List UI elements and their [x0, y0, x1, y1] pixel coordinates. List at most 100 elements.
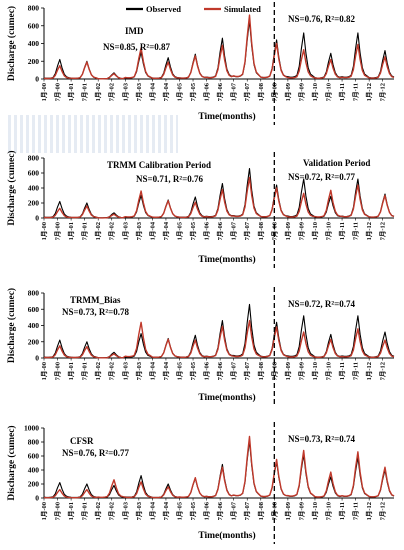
x-tick-label: 7月-10 [325, 362, 333, 380]
x-tick-label: 1月-02 [94, 502, 102, 520]
y-tick-label: 600 [28, 452, 40, 461]
y-tick-label: 200 [28, 57, 40, 66]
x-tick-label: 7月-08 [270, 221, 278, 240]
x-tick-label: 7月-02 [108, 222, 116, 240]
stats-validation: NS=0.72, R²=0.74 [288, 299, 355, 309]
x-tick-label: 1月-09 [284, 361, 292, 380]
x-tick-label: 1月-12 [365, 222, 373, 240]
chart-panel-3: 0 200 400 600 800 1月-00 7月-00 1月-01 7月-01 1月-02 7月… [6, 287, 395, 406]
x-tick-label: 1月-06 [203, 361, 211, 380]
y-tick-label: 600 [28, 21, 40, 30]
x-tick-label: 1月-11 [338, 362, 346, 380]
legend-label-simulated: Simulated [224, 4, 261, 14]
y-axis-title: Discharge (cumec) [6, 6, 17, 81]
x-tick-label: 1月-08 [257, 501, 265, 520]
x-tick-label: 1月-11 [338, 83, 346, 101]
x-tick-label: 1月-03 [121, 82, 129, 101]
x-tick-label: 7月-03 [135, 82, 143, 101]
x-tick-label: 1月-04 [148, 361, 156, 380]
x-tick-label: 1月-05 [175, 221, 183, 240]
x-tick-label: 7月-03 [135, 501, 143, 520]
x-tick-label: 7月-01 [81, 83, 89, 101]
x-tick-label: 7月-09 [297, 501, 305, 520]
y-tick-label: 200 [28, 337, 40, 346]
y-tick-label: 400 [28, 466, 40, 475]
x-tick-label: 1月-02 [94, 83, 102, 101]
x-tick-label: 1月-03 [121, 221, 129, 240]
x-tick-label: 1月-09 [284, 501, 292, 520]
x-tick-label: 7月-10 [325, 83, 333, 101]
x-tick-label: 1月-06 [203, 82, 211, 101]
x-tick-label: 7月-00 [54, 502, 62, 520]
x-tick-label: 1月-02 [94, 222, 102, 240]
x-tick-label: 7月-12 [379, 502, 387, 520]
x-tick-label: 7月-05 [189, 361, 197, 380]
series-line-observed [43, 19, 395, 80]
x-tick-label: 7月-04 [162, 361, 170, 380]
x-axis-title: Time(months) [198, 254, 255, 265]
x-tick-label: 7月-01 [81, 502, 89, 520]
x-tick-label: 1月-06 [203, 501, 211, 520]
x-tick-label: 7月-09 [297, 361, 305, 380]
x-tick-label: 7月-06 [216, 221, 224, 240]
x-tick-label: 1月-08 [257, 82, 265, 101]
x-tick-label: 7月-10 [325, 502, 333, 520]
x-axis-title: Time(months) [198, 111, 255, 122]
x-tick-label: 1月-11 [338, 222, 346, 240]
x-tick-label: 7月-12 [379, 83, 387, 101]
stats-validation: NS=0.73, R²=0.74 [288, 434, 355, 444]
stats-calibration: NS=0.76, R²=0.77 [62, 448, 129, 458]
y-tick-label: 400 [28, 321, 40, 330]
x-tick-label: 7月-09 [297, 221, 305, 240]
panel-annotation: IMD [125, 26, 144, 36]
x-tick-label: 7月-07 [243, 82, 251, 101]
series-line-simulated [43, 435, 395, 499]
x-tick-label: 1月-11 [338, 502, 346, 520]
x-tick-label: 7月-06 [216, 361, 224, 380]
x-tick-label: 1月-09 [284, 82, 292, 101]
y-tick-label: 800 [28, 4, 40, 13]
x-tick-label: 1月-10 [311, 502, 319, 520]
x-tick-label: 1月-04 [148, 221, 156, 240]
background-smudge [8, 115, 178, 153]
y-axis-title: Discharge (cumec) [6, 150, 17, 225]
x-tick-label: 7月-04 [162, 501, 170, 520]
x-tick-label: 1月-03 [121, 361, 129, 380]
x-tick-label: 7月-06 [216, 501, 224, 520]
x-tick-label: 7月-09 [297, 82, 305, 101]
x-tick-label: 7月-06 [216, 82, 224, 101]
x-tick-label: 7月-00 [54, 362, 62, 380]
x-tick-label: 1月-01 [67, 362, 75, 380]
x-tick-label: 1月-10 [311, 83, 319, 101]
x-tick-label: 7月-05 [189, 82, 197, 101]
chart-panel-2: 0 200 400 600 800 1月-00 7月-00 1月-01 7月-01 1月-02 7月… [6, 150, 395, 268]
y-axis-title: Discharge (cumec) [6, 288, 17, 363]
panel-annotation: TRMM_Bias [70, 295, 121, 305]
x-tick-label: 7月-02 [108, 83, 116, 101]
x-tick-label: 1月-00 [40, 83, 48, 101]
y-tick-label: 0 [35, 75, 39, 84]
x-tick-label: 7月-12 [379, 362, 387, 380]
stats-calibration: NS=0.71, R²=0.76 [136, 174, 203, 184]
x-tick-label: 7月-04 [162, 82, 170, 101]
x-tick-label: 1月-03 [121, 501, 129, 520]
x-tick-label: 7月-07 [243, 361, 251, 380]
y-tick-label: 0 [35, 354, 39, 363]
x-tick-label: 7月-07 [243, 221, 251, 240]
x-tick-label: 7月-11 [352, 362, 360, 380]
x-tick-label: 1月-01 [67, 502, 75, 520]
y-tick-label: 200 [28, 480, 40, 489]
x-tick-label: 1月-00 [40, 362, 48, 380]
x-tick-label: 7月-12 [379, 222, 387, 240]
x-tick-label: 1月-00 [40, 222, 48, 240]
x-tick-label: 1月-08 [257, 361, 265, 380]
x-tick-label: 7月-11 [352, 502, 360, 520]
stats-calibration: NS=0.85, R²=0.87 [103, 42, 170, 52]
series-line-simulated [43, 14, 395, 80]
stats-validation: NS=0.72, R²=0.77 [288, 172, 355, 182]
panel-annotation-right: Validation Period [303, 158, 370, 168]
y-tick-label: 1000 [24, 424, 39, 433]
x-tick-label: 1月-07 [230, 361, 238, 380]
chart-panel-4: 0 200 400 600 800 1000 1月-00 7月-00 1月-01 7月-01 1月-… [6, 422, 395, 544]
